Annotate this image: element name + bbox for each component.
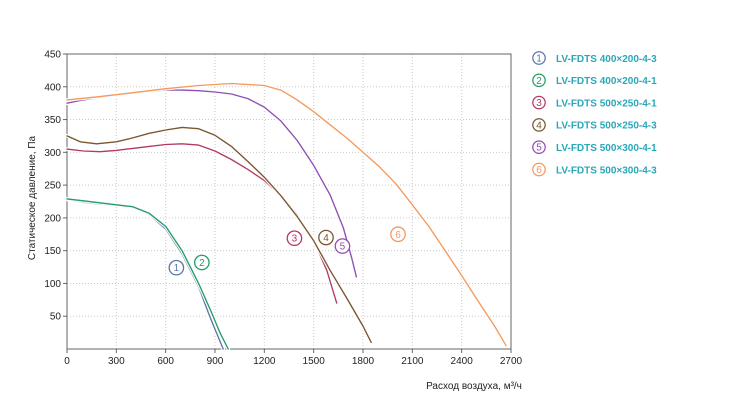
y-tick-label-5: 300 (44, 148, 61, 159)
curve-marker-1: 1 (168, 259, 185, 276)
legend-item-5: 5 LV-FDTS 500×300-4-1 (532, 140, 657, 155)
legend-layer: 1 LV-FDTS 400×200-4-3 2 LV-FDTS 400×200-4-1… (532, 51, 657, 177)
legend-marker-circle-6 (532, 162, 546, 177)
curve-marker-circle-4 (318, 229, 334, 246)
series-line-2 (66, 198, 229, 350)
curve-marker-text-3: 3 (292, 234, 298, 245)
grid-layer (67, 54, 511, 349)
y-tick-label-4: 250 (44, 181, 61, 192)
legend-marker-text-1: 1 (536, 54, 542, 65)
axis-layer: 0 300 600 900 1200 1500 1800 2100 2400 2700501001… (44, 50, 522, 368)
series-layer (65, 81, 508, 351)
curve-marker-2: 2 (193, 254, 210, 271)
y-tick-label-3: 200 (44, 213, 61, 224)
curve-marker-circle-2 (193, 254, 210, 271)
x-tick-label-0: 0 (64, 356, 70, 367)
legend-marker-circle-4 (532, 118, 546, 132)
x-tick-label-8: 2400 (451, 356, 474, 367)
legend-item-2: 2 LV-FDTS 400×200-4-1 (532, 73, 657, 88)
legend-marker-text-3: 3 (536, 98, 542, 109)
x-tick-label-9: 2700 (500, 356, 523, 367)
y-axis-title: Статическое давление, Па (27, 135, 38, 260)
curve-marker-6: 6 (390, 226, 406, 243)
plot-frame (66, 53, 512, 350)
legend-marker-circle-3 (532, 95, 546, 110)
curve-marker-3: 3 (286, 230, 303, 247)
y-tick-label-0: 50 (50, 312, 62, 323)
y-tick-label-7: 400 (44, 82, 61, 93)
legend-item-6: 6 LV-FDTS 500×300-4-3 (532, 162, 657, 177)
legend-marker-text-2: 2 (536, 76, 542, 87)
plot-background (67, 54, 511, 349)
curve-marker-circle-3 (286, 230, 303, 247)
marker-layer: 1 2 3 45 6 (168, 226, 406, 276)
legend-label-4: LV-FDTS 500×250-4-3 (556, 121, 657, 132)
curve-marker-4: 4 (318, 229, 334, 246)
x-tick-label-7: 2100 (401, 356, 424, 367)
curve-marker-text-6: 6 (395, 230, 401, 241)
legend-item-1: 1 LV-FDTS 400×200-4-3 (532, 51, 657, 65)
legend-label-5: LV-FDTS 500×300-4-1 (556, 143, 657, 154)
x-tick-label-5: 1500 (303, 356, 326, 367)
legend-label-2: LV-FDTS 400×200-4-1 (556, 76, 657, 87)
curve-marker-5: 5 (334, 238, 351, 254)
legend-marker-text-5: 5 (536, 143, 542, 154)
curve-marker-circle-1 (168, 259, 185, 276)
legend-marker-circle-5 (532, 140, 546, 155)
legend-label-1: LV-FDTS 400×200-4-3 (556, 54, 657, 65)
legend-marker-text-6: 6 (536, 165, 542, 176)
legend-label-6: LV-FDTS 500×300-4-3 (556, 165, 657, 176)
curve-marker-text-2: 2 (199, 258, 205, 269)
series-line-6 (66, 82, 507, 347)
curve-marker-text-4: 4 (323, 233, 329, 244)
x-tick-label-3: 900 (207, 356, 224, 367)
x-axis-title: Расход воздуха, м³/ч (426, 381, 522, 392)
x-tick-label-6: 1800 (352, 356, 375, 367)
x-tick-label-2: 600 (157, 356, 174, 367)
x-tick-label-1: 300 (108, 356, 125, 367)
curve-marker-text-5: 5 (340, 242, 346, 253)
y-tick-label-1: 100 (44, 279, 61, 290)
legend-marker-circle-2 (532, 73, 546, 88)
curve-marker-circle-6 (390, 226, 406, 243)
legend-label-3: LV-FDTS 500×250-4-1 (556, 98, 657, 109)
y-tick-label-6: 350 (44, 115, 61, 126)
y-tick-label-8: 450 (44, 50, 61, 61)
curve-marker-circle-5 (334, 238, 351, 254)
series-line-4 (66, 126, 372, 344)
legend-marker-text-4: 4 (536, 120, 542, 131)
x-tick-label-4: 1200 (253, 356, 276, 367)
legend-marker-circle-1 (532, 51, 546, 65)
curve-marker-text-1: 1 (174, 263, 180, 274)
legend-item-4: 4 LV-FDTS 500×250-4-3 (532, 118, 657, 132)
y-tick-label-2: 150 (44, 246, 61, 257)
legend-item-3: 3 LV-FDTS 500×250-4-1 (532, 95, 657, 110)
